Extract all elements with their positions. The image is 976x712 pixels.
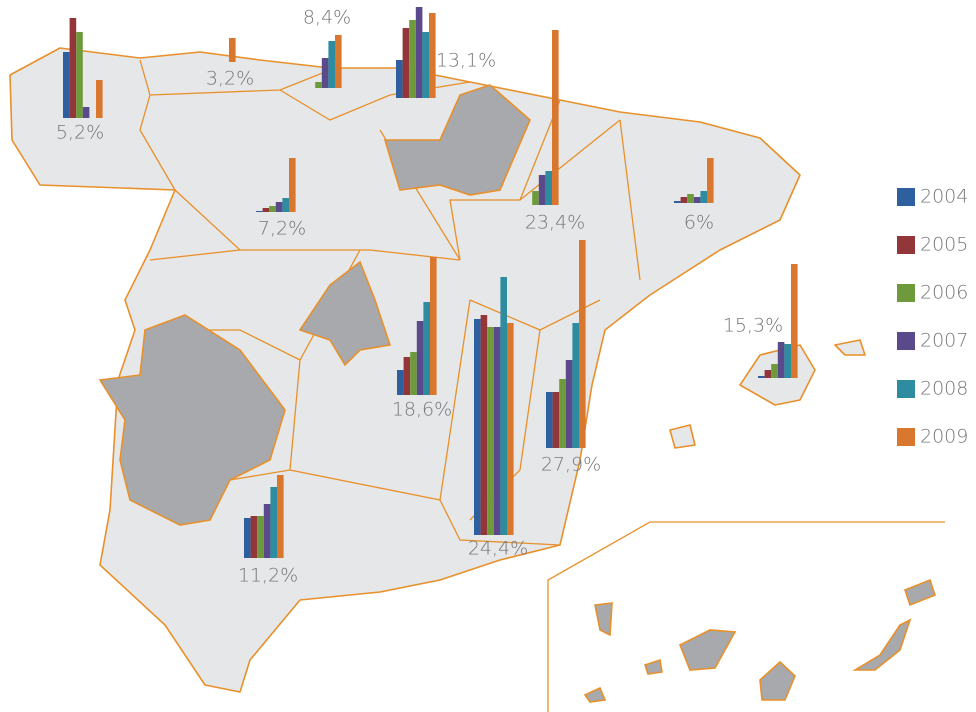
bar [409, 20, 416, 98]
bar [764, 370, 772, 378]
bar [674, 201, 681, 203]
bar [269, 206, 276, 212]
legend-swatch [897, 284, 915, 302]
bar [429, 13, 436, 98]
bar [63, 52, 70, 118]
bar [572, 323, 579, 448]
bar [416, 321, 424, 395]
bar [487, 327, 494, 535]
canary-frame [547, 521, 945, 712]
bar [415, 7, 423, 98]
region-label: 6% [684, 212, 714, 234]
region-label: 11,2% [238, 565, 298, 587]
bar [423, 302, 430, 395]
legend-label: 2007 [920, 330, 968, 352]
bar [559, 379, 566, 448]
bar [76, 32, 83, 118]
bar [552, 392, 560, 448]
region-label: 27,9% [541, 454, 601, 476]
bar [96, 80, 103, 118]
bar [579, 240, 586, 448]
bar [282, 198, 289, 212]
region-label: 5,2% [56, 122, 104, 144]
canary-islands [583, 578, 936, 703]
bar [69, 18, 77, 118]
navarra-rioja [383, 84, 531, 196]
bar [693, 197, 701, 203]
region-label: 3,2% [206, 68, 254, 90]
bar [397, 370, 404, 395]
bar [250, 516, 258, 558]
mallorca [669, 339, 866, 449]
region-label: 23,4% [525, 212, 585, 234]
bar [82, 107, 90, 118]
bar [532, 191, 539, 205]
extremadura [98, 314, 286, 526]
bar [758, 376, 765, 378]
region-label: 24,4% [468, 538, 528, 560]
bar [403, 357, 411, 395]
bar [546, 392, 553, 448]
legend-swatch [897, 332, 915, 350]
bar [321, 58, 329, 88]
legend-label: 2008 [920, 378, 968, 400]
bar [263, 504, 271, 558]
bar [410, 352, 417, 395]
bar [500, 277, 507, 535]
legend-label: 2005 [920, 234, 968, 256]
bar [328, 41, 335, 88]
region-label: 13,1% [436, 50, 496, 72]
region-label: 8,4% [303, 7, 351, 29]
bar [507, 323, 514, 535]
bar [422, 32, 429, 98]
bar [262, 208, 270, 212]
bar [335, 35, 342, 88]
bar [680, 197, 688, 203]
bar [430, 257, 437, 395]
legend-swatch [897, 380, 915, 398]
bar [275, 202, 283, 212]
bar [396, 60, 403, 98]
bar [565, 360, 573, 448]
bar [315, 82, 322, 88]
region-label: 18,6% [392, 399, 452, 421]
legend-label: 2009 [920, 426, 968, 448]
bar [277, 475, 284, 558]
bar [784, 344, 791, 378]
bar [777, 342, 785, 378]
legend-swatch [897, 188, 915, 206]
bar [791, 264, 798, 378]
legend-swatch [897, 236, 915, 254]
legend-label: 2006 [920, 282, 968, 304]
bar [402, 28, 410, 98]
bar [707, 158, 714, 203]
bar [229, 38, 236, 62]
legend-label: 2004 [920, 186, 968, 208]
region-label: 7,2% [258, 218, 306, 240]
bar [493, 327, 501, 535]
bar [545, 171, 552, 205]
bar [474, 319, 481, 535]
bar [256, 211, 263, 212]
bar [552, 30, 559, 205]
madrid [298, 260, 392, 367]
legend-swatch [897, 428, 915, 446]
bar [289, 158, 296, 212]
region-label: 15,3% [723, 315, 783, 337]
bar [700, 191, 707, 203]
bar [257, 516, 264, 558]
bar [538, 175, 546, 205]
bar [687, 194, 694, 203]
bar [270, 487, 277, 558]
bar [480, 315, 488, 535]
bar [244, 518, 251, 558]
region-borders [139, 59, 641, 546]
bar [771, 364, 778, 378]
